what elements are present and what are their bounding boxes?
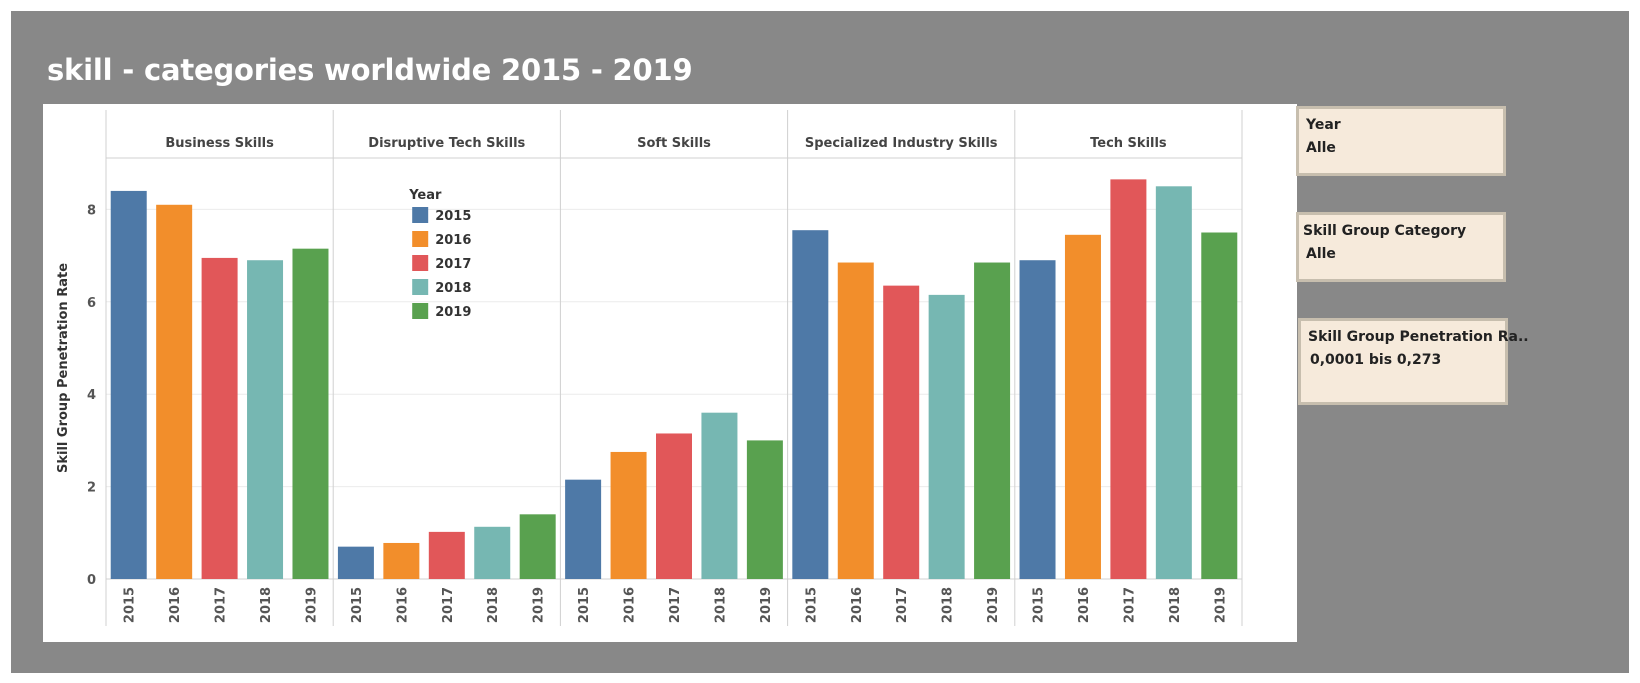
bar-2015: [337, 546, 374, 579]
category-header: Specialized Industry Skills: [805, 136, 998, 151]
x-tick-label: 2016: [1077, 587, 1092, 623]
bar-2017: [428, 531, 465, 579]
y-tick-label: 0: [87, 573, 96, 588]
bar-2017: [883, 285, 920, 579]
x-tick-label: 2018: [486, 587, 501, 623]
filter-skill-group-category[interactable]: Skill Group Category Alle: [1296, 212, 1506, 282]
x-tick-label: 2017: [668, 587, 683, 623]
bar-2016: [383, 542, 420, 579]
legend-label: 2016: [435, 233, 471, 248]
x-tick-label: 2019: [986, 587, 1001, 623]
y-tick-label: 2: [87, 481, 96, 496]
filter-year-title: Year: [1306, 117, 1341, 133]
bar-2015: [1019, 260, 1056, 579]
x-tick-label: 2018: [1168, 587, 1183, 623]
bar-2018: [247, 260, 284, 579]
x-tick-label: 2016: [395, 587, 410, 623]
x-tick-label: 2015: [123, 587, 138, 623]
bar-2019: [746, 440, 783, 579]
dashboard: skill - categories worldwide 2015 - 2019…: [11, 11, 1629, 673]
filter-penetration-rate-title: Skill Group Penetration Ra..: [1308, 329, 1529, 345]
legend-title: Year: [408, 188, 442, 203]
filter-skill-group-category-value[interactable]: Alle: [1306, 246, 1336, 262]
bar-2019: [292, 248, 329, 580]
filter-penetration-rate[interactable]: Skill Group Penetration Ra.. 0,0001 bis …: [1298, 318, 1529, 405]
bar-2019: [974, 262, 1011, 579]
bar-2018: [1155, 186, 1192, 580]
bar-2018: [701, 412, 738, 579]
x-tick-label: 2015: [804, 587, 819, 623]
x-tick-label: 2019: [1213, 587, 1228, 623]
category-header: Disruptive Tech Skills: [368, 136, 525, 151]
filter-year[interactable]: Year Alle: [1296, 106, 1506, 176]
bar-2016: [1064, 234, 1101, 579]
x-tick-label: 2019: [532, 587, 547, 623]
x-tick-label: 2017: [214, 587, 229, 623]
filter-year-value[interactable]: Alle: [1306, 140, 1336, 156]
legend-label: 2017: [435, 257, 471, 272]
category-header: Soft Skills: [637, 136, 711, 151]
legend-label: 2015: [435, 209, 471, 224]
x-tick-label: 2018: [259, 587, 274, 623]
bar-chart: Business Skills Disruptive Tech Skills Sof…: [56, 110, 1243, 626]
y-tick-label: 6: [87, 296, 96, 311]
bar-2017: [201, 257, 238, 579]
bar-2016: [837, 262, 874, 579]
x-tick-label: 2017: [441, 587, 456, 623]
bar-2017: [656, 433, 692, 579]
legend-label: 2018: [435, 281, 471, 296]
legend-swatch: [412, 231, 429, 247]
x-tick-label: 2016: [168, 587, 183, 623]
x-tick-label: 2016: [623, 587, 638, 623]
x-tick-label: 2015: [350, 587, 365, 623]
y-tick-label: 8: [87, 203, 96, 218]
bar-2016: [156, 204, 193, 579]
y-tick-label: 4: [87, 388, 96, 403]
bar-2018: [928, 294, 965, 579]
bar-2015: [792, 230, 829, 579]
x-tick-label: 2019: [759, 587, 774, 623]
x-tick-label: 2015: [1032, 587, 1047, 623]
x-tick-label: 2019: [304, 587, 319, 623]
bar-2019: [1201, 232, 1238, 579]
legend-swatch: [412, 255, 429, 271]
legend-swatch: [412, 279, 429, 295]
x-tick-label: 2017: [895, 587, 910, 623]
x-tick-label: 2018: [941, 587, 956, 623]
y-axis-label: Skill Group Penetration Rate: [56, 263, 71, 473]
x-tick-label: 2017: [1122, 587, 1137, 623]
bar-2016: [610, 451, 647, 579]
bar-2015: [110, 190, 147, 580]
legend-swatch: [412, 303, 429, 319]
bar-2019: [519, 514, 556, 579]
x-tick-label: 2015: [577, 587, 592, 623]
category-header: Tech Skills: [1090, 136, 1167, 151]
filter-penetration-rate-value[interactable]: 0,0001 bis 0,273: [1310, 352, 1442, 368]
filter-skill-group-category-title: Skill Group Category: [1303, 223, 1467, 239]
legend-swatch: [412, 207, 429, 223]
chart-panel: Business Skills Disruptive Tech Skills Sof…: [43, 104, 1297, 642]
x-tick-label: 2018: [713, 587, 728, 623]
legend-label: 2019: [435, 305, 471, 320]
x-tick-label: 2016: [850, 587, 865, 623]
dashboard-title: skill - categories worldwide 2015 - 2019: [47, 53, 693, 87]
bar-2018: [474, 526, 511, 579]
bar-2015: [565, 479, 602, 579]
category-header: Business Skills: [165, 136, 274, 151]
bar-2017: [1110, 179, 1147, 579]
